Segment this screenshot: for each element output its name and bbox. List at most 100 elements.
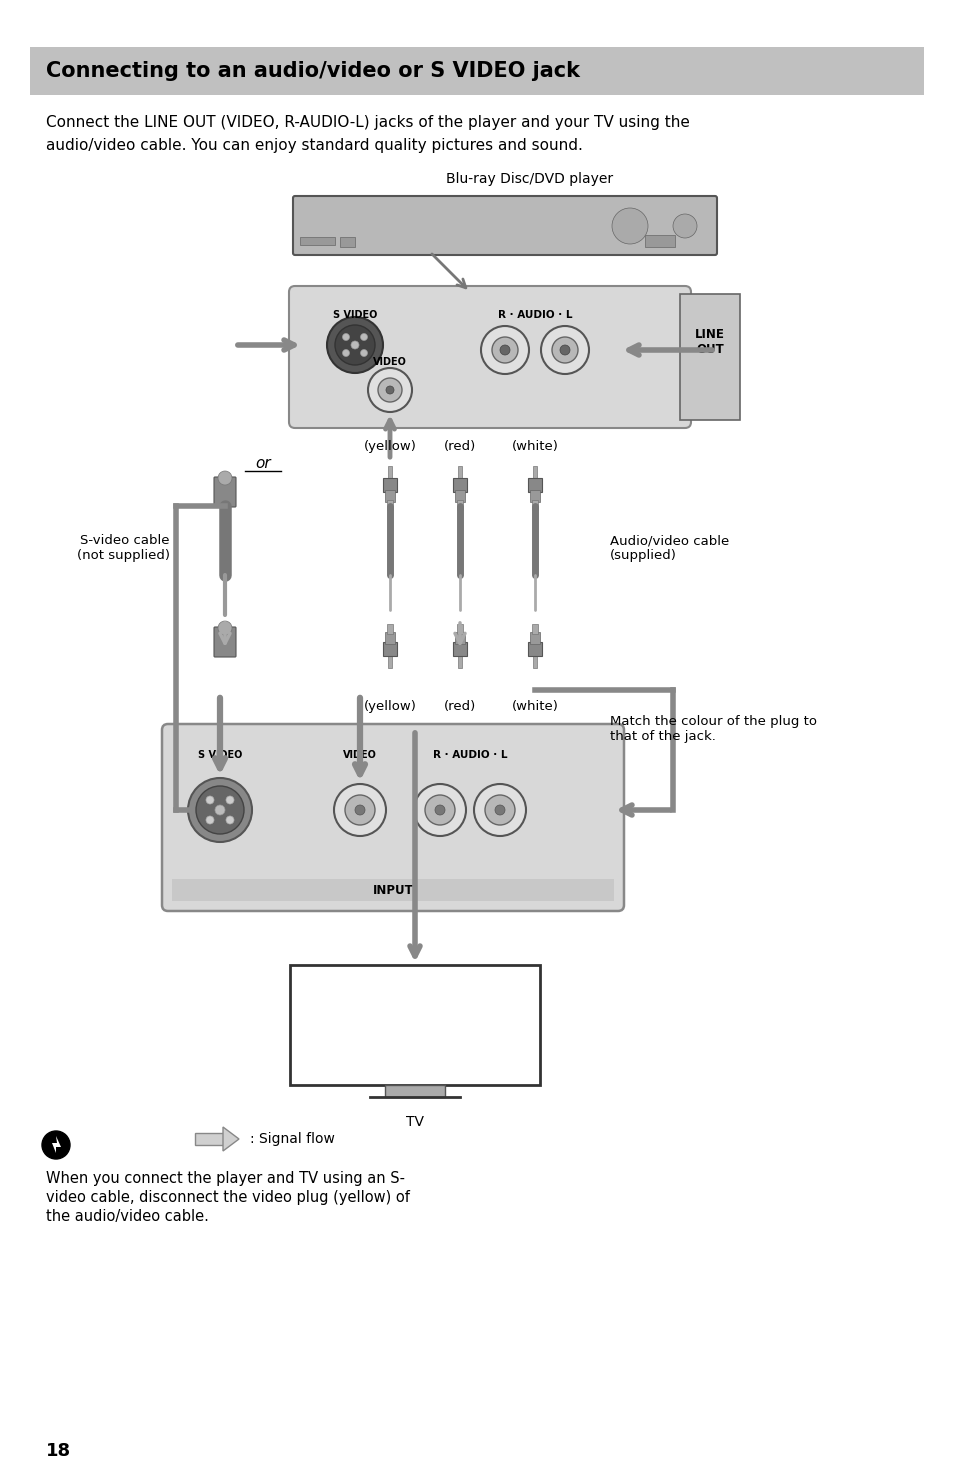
Bar	[172, 879, 614, 902]
Circle shape	[351, 341, 358, 349]
Text: (red): (red)	[443, 700, 476, 713]
Circle shape	[334, 785, 386, 836]
Text: INPUT: INPUT	[373, 884, 413, 897]
Circle shape	[195, 786, 244, 833]
Circle shape	[342, 334, 349, 341]
Bar	[455, 632, 464, 644]
Bar	[290, 965, 539, 1086]
Text: (white): (white)	[511, 700, 558, 713]
Bar	[387, 624, 393, 635]
Polygon shape	[223, 1127, 239, 1151]
Circle shape	[386, 386, 394, 394]
Bar	[457, 655, 461, 667]
Circle shape	[355, 805, 365, 816]
Text: S-video cable
(not supplied): S-video cable (not supplied)	[77, 534, 170, 562]
Circle shape	[327, 317, 382, 374]
Bar	[456, 500, 462, 510]
Text: 18: 18	[46, 1441, 71, 1459]
Circle shape	[360, 350, 367, 356]
FancyBboxPatch shape	[289, 286, 690, 429]
Text: When you connect the player and TV using an S-: When you connect the player and TV using…	[46, 1172, 405, 1186]
Circle shape	[559, 346, 569, 354]
Text: R · AUDIO · L: R · AUDIO · L	[497, 310, 572, 320]
Text: (yellow): (yellow)	[363, 700, 416, 713]
Bar	[532, 500, 537, 510]
Circle shape	[214, 805, 225, 816]
FancyBboxPatch shape	[213, 627, 235, 657]
Text: the audio/video cable.: the audio/video cable.	[46, 1209, 209, 1223]
Text: Connect the LINE OUT (VIDEO, R-AUDIO-L) jacks of the player and your TV using th: Connect the LINE OUT (VIDEO, R-AUDIO-L) …	[46, 116, 689, 131]
Bar	[533, 655, 537, 667]
Text: Audio/video cable
(supplied): Audio/video cable (supplied)	[609, 534, 728, 562]
Circle shape	[342, 350, 349, 356]
Circle shape	[335, 325, 375, 365]
Text: audio/video cable. You can enjoy standard quality pictures and sound.: audio/video cable. You can enjoy standar…	[46, 138, 582, 153]
Text: LINE
OUT: LINE OUT	[695, 328, 724, 356]
Circle shape	[672, 214, 697, 237]
Text: TV: TV	[406, 1115, 423, 1129]
Text: R · AUDIO · L: R · AUDIO · L	[433, 750, 507, 759]
FancyBboxPatch shape	[162, 724, 623, 911]
Circle shape	[368, 368, 412, 412]
Bar	[533, 466, 537, 478]
Bar	[30, 47, 923, 95]
Circle shape	[226, 816, 233, 825]
Bar	[299, 237, 335, 245]
Bar	[388, 655, 392, 667]
Bar	[387, 500, 393, 510]
Circle shape	[499, 346, 510, 354]
Text: VIDEO: VIDEO	[373, 357, 407, 366]
Bar	[679, 294, 740, 420]
Text: Connecting to an audio/video or S VIDEO jack: Connecting to an audio/video or S VIDEO …	[46, 61, 579, 82]
Text: Blu-ray Disc/DVD player: Blu-ray Disc/DVD player	[446, 172, 613, 185]
Circle shape	[345, 795, 375, 825]
Text: S VIDEO: S VIDEO	[333, 310, 376, 320]
Circle shape	[552, 337, 578, 363]
Bar	[457, 466, 461, 478]
Bar	[455, 489, 464, 503]
Text: : Signal flow: : Signal flow	[250, 1132, 335, 1146]
Circle shape	[495, 805, 504, 816]
Circle shape	[218, 472, 232, 485]
Bar	[382, 642, 396, 655]
Text: Match the colour of the plug to
that of the jack.: Match the colour of the plug to that of …	[609, 715, 816, 743]
Text: (white): (white)	[511, 440, 558, 452]
Bar	[385, 632, 395, 644]
Bar	[382, 478, 396, 492]
Text: (red): (red)	[443, 440, 476, 452]
Circle shape	[206, 796, 213, 804]
FancyBboxPatch shape	[213, 478, 235, 507]
Bar	[194, 1133, 225, 1145]
Text: or: or	[254, 455, 271, 470]
Bar	[527, 642, 541, 655]
Circle shape	[414, 785, 465, 836]
Circle shape	[206, 816, 213, 825]
Circle shape	[226, 796, 233, 804]
Bar	[527, 478, 541, 492]
Circle shape	[540, 326, 588, 374]
Circle shape	[612, 208, 647, 245]
Polygon shape	[52, 1136, 61, 1152]
Circle shape	[492, 337, 517, 363]
Circle shape	[480, 326, 529, 374]
Bar	[644, 234, 675, 248]
Bar	[385, 1086, 444, 1097]
Circle shape	[484, 795, 515, 825]
FancyBboxPatch shape	[293, 196, 717, 255]
Circle shape	[435, 805, 444, 816]
Text: (yellow): (yellow)	[363, 440, 416, 452]
Bar	[530, 489, 539, 503]
Bar	[532, 624, 537, 635]
Circle shape	[360, 334, 367, 341]
Circle shape	[424, 795, 455, 825]
Bar	[530, 632, 539, 644]
Bar	[385, 489, 395, 503]
Circle shape	[218, 621, 232, 635]
Circle shape	[377, 378, 401, 402]
Bar	[339, 237, 355, 248]
Bar	[388, 466, 392, 478]
Bar	[453, 478, 467, 492]
Text: S VIDEO: S VIDEO	[197, 750, 242, 759]
Circle shape	[474, 785, 525, 836]
Circle shape	[188, 779, 252, 842]
